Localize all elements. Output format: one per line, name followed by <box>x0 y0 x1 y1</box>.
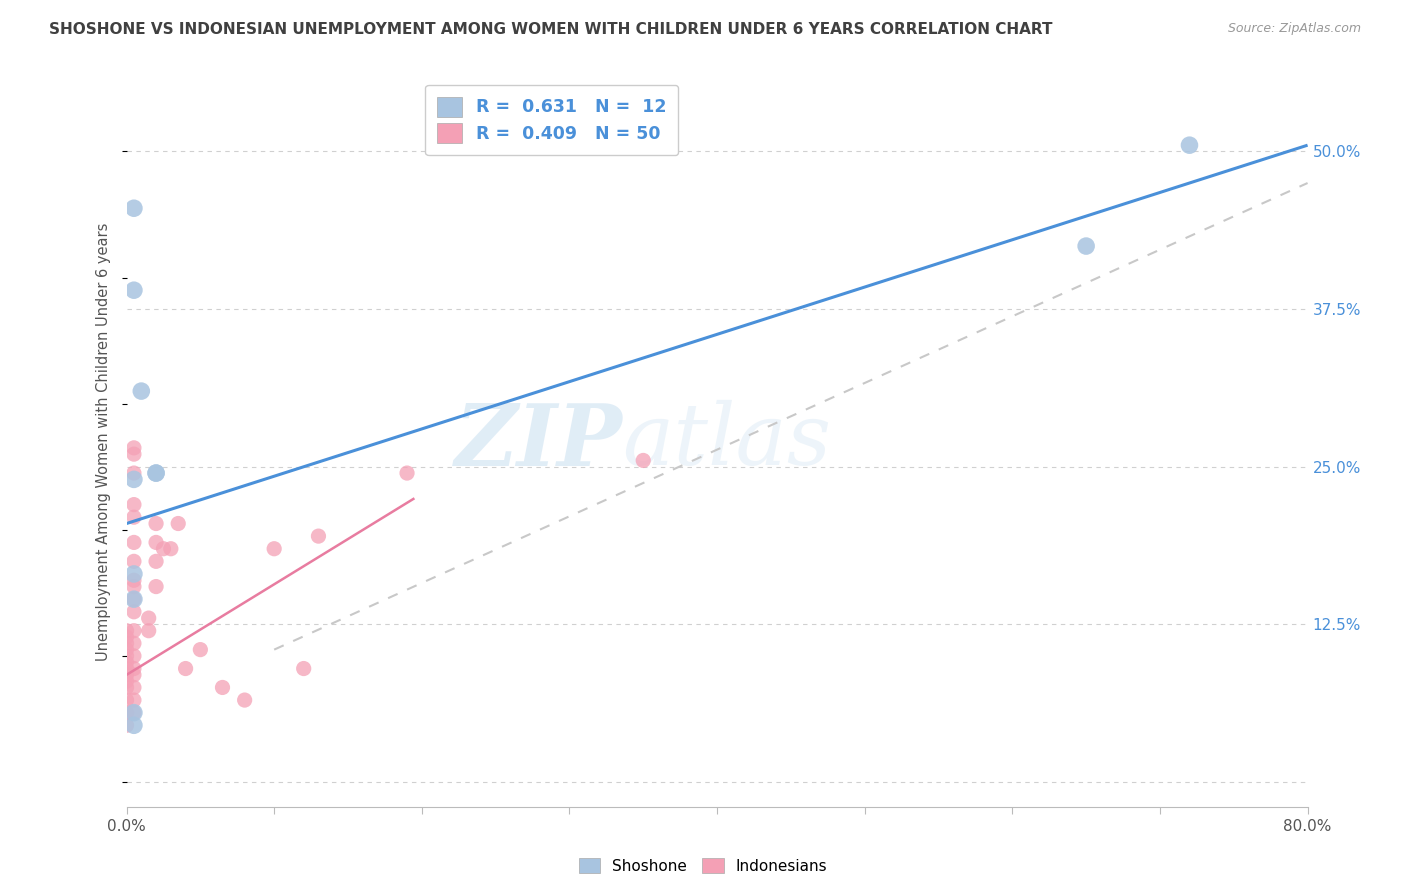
Point <box>115 636 138 650</box>
Text: ZIP: ZIP <box>454 400 623 483</box>
Point <box>1076 239 1098 253</box>
Point <box>263 541 285 556</box>
Point <box>233 693 256 707</box>
Point <box>122 592 145 607</box>
Text: SHOSHONE VS INDONESIAN UNEMPLOYMENT AMONG WOMEN WITH CHILDREN UNDER 6 YEARS CORR: SHOSHONE VS INDONESIAN UNEMPLOYMENT AMON… <box>49 22 1053 37</box>
Point <box>188 642 212 657</box>
Point <box>122 718 145 732</box>
Point <box>115 668 138 682</box>
Point <box>122 574 145 588</box>
Point <box>122 580 145 594</box>
Point <box>122 472 145 486</box>
Point <box>160 541 183 556</box>
Point <box>145 466 167 480</box>
Point <box>122 441 145 455</box>
Point <box>308 529 330 543</box>
Point <box>115 718 138 732</box>
Point <box>122 648 145 663</box>
Point <box>122 498 145 512</box>
Point <box>115 655 138 669</box>
Point <box>211 681 233 695</box>
Point <box>145 535 167 549</box>
Point <box>145 580 167 594</box>
Point <box>292 661 315 675</box>
Point <box>115 681 138 695</box>
Point <box>122 466 145 480</box>
Point <box>115 624 138 638</box>
Point <box>115 674 138 689</box>
Point <box>167 516 190 531</box>
Point <box>122 624 145 638</box>
Point <box>145 554 167 568</box>
Point <box>115 706 138 720</box>
Text: Source: ZipAtlas.com: Source: ZipAtlas.com <box>1227 22 1361 36</box>
Point <box>122 661 145 675</box>
Point <box>122 636 145 650</box>
Point <box>115 693 138 707</box>
Point <box>122 554 145 568</box>
Point <box>115 661 138 675</box>
Point <box>122 592 145 607</box>
Point <box>122 535 145 549</box>
Point <box>115 630 138 644</box>
Point <box>138 611 160 625</box>
Point <box>152 541 174 556</box>
Point <box>122 693 145 707</box>
Text: atlas: atlas <box>623 401 832 483</box>
Point <box>122 510 145 524</box>
Point <box>1178 138 1201 153</box>
Point <box>396 466 419 480</box>
Y-axis label: Unemployment Among Women with Children Under 6 years: Unemployment Among Women with Children U… <box>96 222 111 661</box>
Point <box>122 706 145 720</box>
Point <box>633 453 655 467</box>
Point <box>145 516 167 531</box>
Point <box>122 201 145 215</box>
Point <box>138 624 160 638</box>
Point <box>122 668 145 682</box>
Legend: Shoshone, Indonesians: Shoshone, Indonesians <box>572 852 834 880</box>
Point <box>115 642 138 657</box>
Point <box>122 706 145 720</box>
Point <box>115 648 138 663</box>
Point <box>122 605 145 619</box>
Point <box>122 447 145 461</box>
Point <box>129 384 153 398</box>
Point <box>122 681 145 695</box>
Legend: R =  0.631   N =  12, R =  0.409   N = 50: R = 0.631 N = 12, R = 0.409 N = 50 <box>425 85 678 155</box>
Point <box>122 566 145 581</box>
Point <box>174 661 197 675</box>
Point <box>122 283 145 297</box>
Point <box>145 466 167 480</box>
